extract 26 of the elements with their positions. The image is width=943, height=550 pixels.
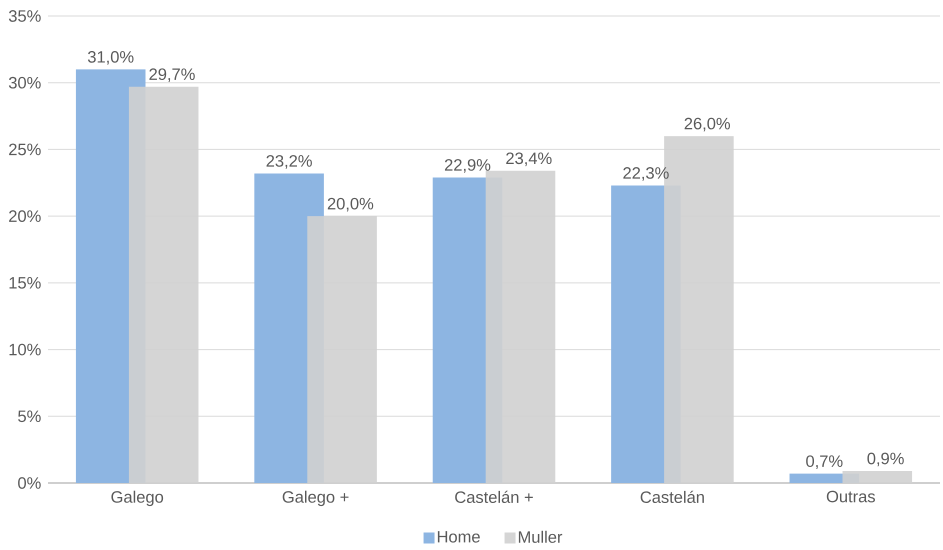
y-tick-label: 20%	[9, 210, 41, 222]
data-label: 29,7%	[149, 68, 195, 82]
legend-label: Muller	[518, 530, 562, 543]
x-tick-label: Galego +	[282, 490, 348, 506]
y-tick-label: 0%	[18, 477, 41, 489]
y-tick-label: 10%	[10, 344, 41, 356]
y-tick-label: 30%	[8, 76, 41, 89]
x-tick-label: Outras	[826, 490, 875, 502]
y-tick-label: 35%	[8, 10, 41, 22]
data-label: 22,9%	[444, 159, 490, 173]
x-tick-label: Castelán	[640, 490, 704, 504]
data-label: 23,2%	[266, 155, 312, 169]
data-label: 0,7%	[806, 455, 843, 469]
data-label: 22,3%	[623, 167, 669, 181]
y-tick-label: 5%	[18, 410, 41, 422]
y-tick-label: 15%	[10, 277, 41, 289]
bar	[842, 470, 912, 483]
data-label: 26,0%	[684, 118, 730, 132]
legend-label: Home	[438, 531, 480, 543]
x-tick-label: Castelán +	[455, 490, 533, 504]
y-tick-label: 25%	[9, 144, 41, 156]
data-label: 23,4%	[506, 152, 552, 166]
data-label: 31,0%	[88, 51, 134, 65]
data-label: 0,9%	[867, 452, 904, 466]
data-label: 20,0%	[328, 198, 374, 212]
x-tick-label: Galego	[111, 490, 164, 506]
